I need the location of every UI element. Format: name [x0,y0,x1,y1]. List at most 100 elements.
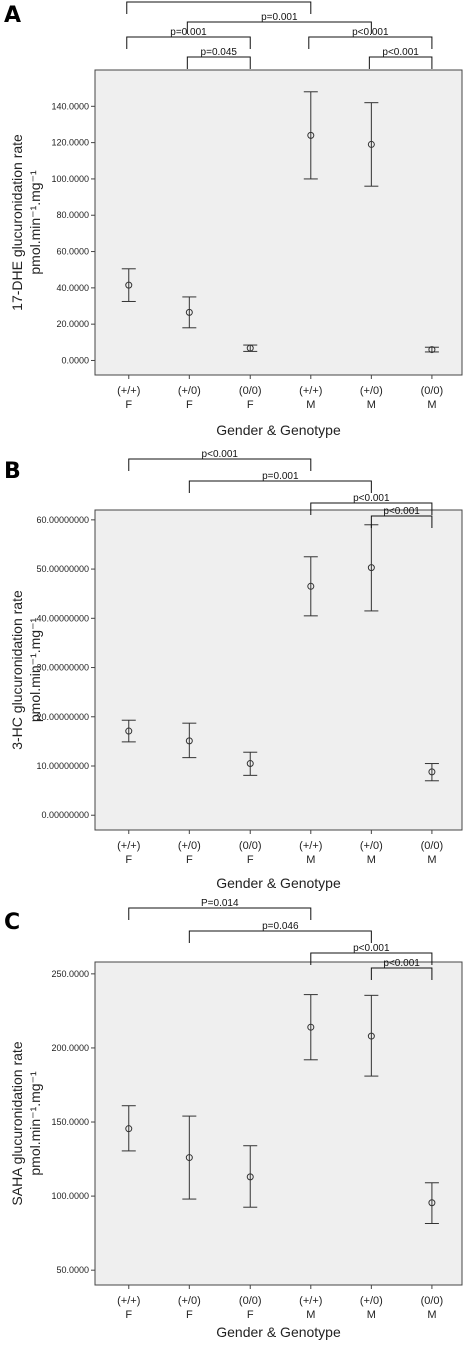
y-tick-label: 60.0000 [56,247,89,257]
x-tick-label: M [306,399,315,411]
x-tick-label: (+/+) [117,385,140,397]
x-tick-label: F [186,399,193,411]
x-tick-label: M [306,854,315,866]
panel-c: C 50.0000 100.0000 150.0000 200.0000 250.0000… [4,898,463,1340]
mean-point [125,1125,133,1133]
x-tick-label: M [427,854,436,866]
significance-bracket [126,1,312,14]
x-tick-label: (0/0) [239,840,262,852]
significance-bracket [186,56,251,69]
x-tick-label: (0/0) [421,1295,444,1307]
significance-label: p=0.001 [262,471,299,482]
x-tick-label: (0/0) [239,1295,262,1307]
mean-point [185,1154,193,1162]
x-tick-label: (0/0) [421,840,444,852]
mean-point [307,582,315,590]
y-tick-label: 20.0000 [56,319,89,329]
y-tick-label: 10.00000000 [36,761,89,771]
x-tick-label: M [367,1309,376,1321]
significance-bracket [308,36,433,49]
significance-label: p<0.001 [383,958,420,969]
significance-label: p<0.001 [353,943,390,954]
x-tick-label: (+/0) [360,840,383,852]
x-tick-label: F [125,854,132,866]
significance-bracket [126,36,251,49]
mean-point [367,1032,375,1040]
significance-bracket [186,21,372,34]
significance-label: P=0.002 [200,0,238,3]
y-axis-unit: pmol.min⁻¹.mg⁻¹ [27,618,43,723]
significance-label: p<0.001 [352,27,389,38]
x-tick-label: M [367,399,376,411]
mean-point [367,140,375,148]
mean-point [125,281,133,289]
significance-bracket [370,515,433,528]
y-axis-title: 17-DHE glucuronidation rate [9,134,25,311]
x-tick-label: M [427,1309,436,1321]
x-tick-label: F [186,854,193,866]
panel-letter: C [4,910,20,935]
panel-letter: A [4,3,21,28]
y-tick-label: 120.0000 [51,138,89,148]
x-tick-label: (0/0) [239,385,262,397]
significance-bracket [128,907,312,920]
y-tick-label: 200.0000 [51,1043,89,1053]
significance-label: p=0.001 [261,12,298,23]
panel-b: B 0.00000000 10.00000000 20.00000000 30.0000… [4,449,463,891]
significance-bracket [368,56,433,69]
y-tick-label: 140.0000 [51,101,89,111]
x-tick-label: (+/0) [360,385,383,397]
x-tick-label: M [306,1309,315,1321]
x-tick-label: (+/0) [178,1295,201,1307]
x-tick-label: F [125,1309,132,1321]
y-tick-label: 50.0000 [56,1265,89,1275]
significance-label: p<0.001 [353,493,390,504]
y-tick-label: 250.0000 [51,969,89,979]
significance-bracket [310,952,433,965]
mean-point [428,1199,436,1207]
mean-point [246,344,254,352]
y-axis-title: SAHA glucuronidation rate [9,1041,25,1205]
plot-area [94,961,463,1286]
significance-bracket [188,480,372,493]
significance-label: p=0.045 [201,47,238,58]
significance-label: p=0.001 [170,27,207,38]
mean-point [307,1023,315,1031]
significance-label: p=0.046 [262,921,299,932]
y-tick-label: 150.0000 [51,1117,89,1127]
y-tick-label: 40.0000 [56,283,89,293]
x-tick-label: F [125,399,132,411]
x-tick-label: M [367,854,376,866]
plot-area [94,509,463,831]
y-tick-label: 40.00000000 [36,613,89,623]
x-tick-label: M [427,399,436,411]
x-tick-label: F [247,854,254,866]
y-axis-title: 3-HC glucuronidation rate [9,590,25,750]
x-tick-label: (+/+) [117,1295,140,1307]
mean-point [367,564,375,572]
mean-point [428,346,436,354]
mean-point [246,1173,254,1181]
significance-bracket [188,930,372,943]
x-tick-label: F [247,399,254,411]
mean-point [307,131,315,139]
y-tick-label: 0.00000000 [41,810,89,820]
y-tick-label: 0.0000 [61,355,89,365]
mean-point [185,308,193,316]
significance-bracket [370,967,433,980]
panel-letter: B [4,459,21,484]
x-tick-label: (+/+) [299,385,322,397]
y-tick-label: 80.0000 [56,210,89,220]
mean-point [185,737,193,745]
x-tick-label: (+/+) [117,840,140,852]
y-tick-label: 60.00000000 [36,515,89,525]
x-tick-label: F [247,1309,254,1321]
mean-point [246,760,254,768]
significance-label: p<0.001 [202,449,239,460]
significance-label: p<0.001 [382,47,419,58]
mean-point [125,727,133,735]
plot-area [94,69,463,376]
x-tick-label: (+/+) [299,1295,322,1307]
